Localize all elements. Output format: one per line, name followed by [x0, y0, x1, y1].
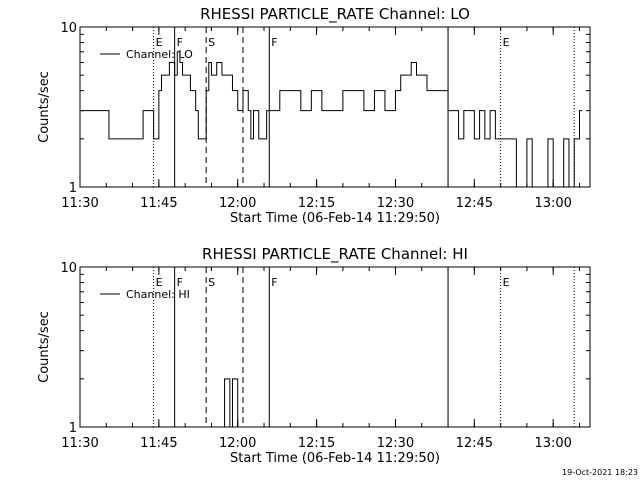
legend: Channel: LO: [100, 48, 193, 61]
event-marker-label: S: [208, 36, 215, 49]
x-tick-label: 12:45: [456, 436, 493, 451]
chart-panel-1: RHESSI PARTICLE_RATE Channel: LO E F S F E 1 10…: [37, 5, 591, 226]
x-tick-label: 13:00: [534, 436, 571, 451]
legend-label: Channel: LO: [126, 48, 193, 61]
x-tick-label: 12:00: [219, 436, 256, 451]
series-line: [80, 51, 583, 188]
plot-frame: [79, 26, 591, 188]
y-tick-label: 10: [60, 21, 77, 36]
y-axis-label: Counts/sec: [37, 311, 52, 383]
event-marker-label: F: [271, 36, 277, 49]
x-tick-label: 13:00: [534, 196, 571, 211]
y-tick-label: 1: [69, 181, 77, 196]
chart-panel-2: RHESSI PARTICLE_RATE Channel: HI E F S F E 1 10…: [37, 245, 591, 466]
event-marker-label: F: [177, 276, 183, 289]
legend-label: Channel: HI: [126, 288, 190, 301]
chart-title: RHESSI PARTICLE_RATE Channel: HI: [202, 245, 468, 264]
event-marker-label: E: [503, 36, 510, 49]
chart-title: RHESSI PARTICLE_RATE Channel: LO: [200, 5, 470, 24]
event-marker-label: E: [503, 276, 510, 289]
legend: Channel: HI: [100, 288, 190, 301]
y-tick-label: 1: [69, 421, 77, 436]
x-tick-label: 12:15: [298, 196, 335, 211]
x-tick-label: 11:30: [61, 436, 98, 451]
x-tick-label: 11:45: [140, 196, 177, 211]
x-tick-label: 11:45: [140, 436, 177, 451]
x-tick-label: 12:30: [377, 436, 414, 451]
x-tick-label: 12:30: [377, 196, 414, 211]
timestamp-label: 19-Oct-2021 18:23: [562, 468, 638, 477]
event-marker-label: E: [156, 276, 163, 289]
event-marker-label: S: [208, 276, 215, 289]
x-tick-label: 12:00: [219, 196, 256, 211]
series-line: [221, 378, 241, 428]
x-axis-label: Start Time (06-Feb-14 11:29:50): [230, 451, 440, 466]
event-marker-label: E: [156, 36, 163, 49]
x-tick-label: 12:15: [298, 436, 335, 451]
y-tick-label: 10: [60, 261, 77, 276]
plot-frame: [79, 266, 591, 428]
y-axis-label: Counts/sec: [37, 71, 52, 143]
x-tick-label: 12:45: [456, 196, 493, 211]
event-marker-label: F: [177, 36, 183, 49]
event-marker-label: F: [271, 276, 277, 289]
x-axis-label: Start Time (06-Feb-14 11:29:50): [230, 211, 440, 226]
x-tick-label: 11:30: [61, 196, 98, 211]
